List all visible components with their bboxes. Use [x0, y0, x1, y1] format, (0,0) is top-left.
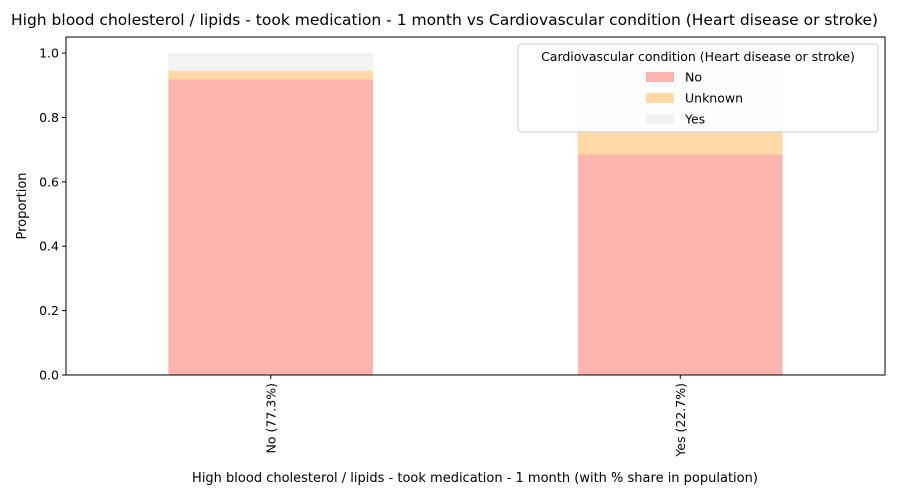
legend-box	[517, 43, 879, 133]
legend-swatch-no	[646, 72, 674, 82]
y-tick-label-2: 0.4	[39, 239, 59, 254]
legend-title: Cardiovascular condition (Heart disease …	[541, 49, 855, 64]
bar-segment-no-0	[168, 79, 374, 376]
legend-entries: No Unknown Yes	[646, 70, 743, 127]
y-axis-label: Proportion	[15, 172, 30, 239]
legend-label-no: No	[685, 70, 702, 85]
y-tick-label-3: 0.6	[39, 174, 59, 189]
legend: Cardiovascular condition (Heart disease …	[517, 43, 879, 133]
chart-title: High blood cholesterol / lipids - took m…	[11, 11, 878, 29]
bar-segment-unknown-1	[577, 131, 783, 155]
bar-segment-unknown-0	[168, 70, 374, 80]
x-tick-label-1: Yes (22.7%)	[673, 383, 688, 458]
bar-segment-no-1	[577, 154, 783, 375]
y-tick-label-0: 0.0	[39, 368, 59, 383]
y-tick-label-4: 0.8	[39, 110, 59, 125]
legend-label-unknown: Unknown	[685, 91, 743, 106]
plot-frame	[65, 36, 886, 376]
legend-swatch-yes	[646, 114, 674, 124]
legend-swatch-unknown	[646, 93, 674, 103]
y-axis: 0.0 0.2 0.4 0.6 0.8 1.0	[39, 46, 66, 383]
x-tick-label-0: No (77.3%)	[263, 383, 278, 453]
x-axis: No (77.3%) Yes (22.7%)	[263, 375, 688, 458]
y-tick-label-5: 1.0	[39, 46, 59, 61]
y-tick-label-1: 0.2	[39, 303, 59, 318]
legend-label-yes: Yes	[684, 112, 705, 127]
bar-segment-yes-0	[168, 53, 374, 71]
x-axis-label: High blood cholesterol / lipids - took m…	[192, 471, 758, 486]
